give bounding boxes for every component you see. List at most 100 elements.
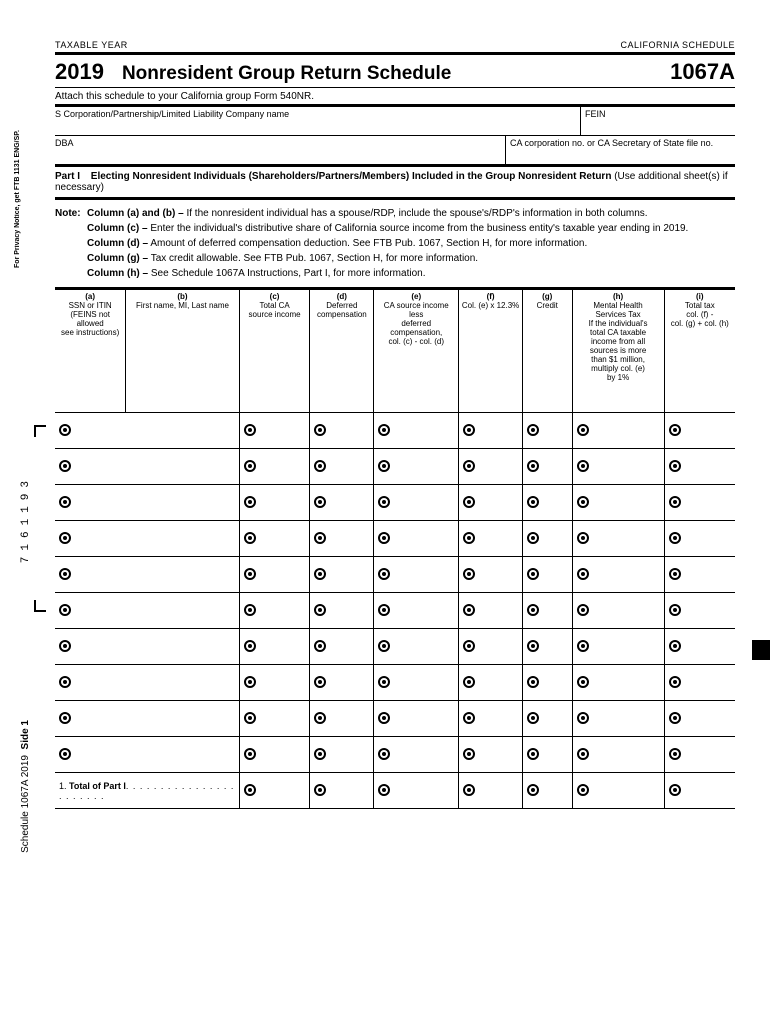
entry-cell[interactable] [459, 521, 523, 557]
bullet-icon [244, 784, 256, 796]
entry-cell[interactable] [55, 737, 239, 773]
entry-cell[interactable] [459, 665, 523, 701]
entry-cell[interactable] [239, 593, 310, 629]
entry-cell[interactable] [310, 485, 374, 521]
entry-cell[interactable] [310, 701, 374, 737]
entry-cell[interactable] [310, 737, 374, 773]
entry-cell[interactable] [664, 449, 735, 485]
entry-cell[interactable] [310, 449, 374, 485]
entry-cell[interactable] [522, 449, 572, 485]
entry-cell[interactable] [374, 593, 459, 629]
entry-cell[interactable] [572, 557, 664, 593]
entry-cell[interactable] [522, 485, 572, 521]
entry-cell[interactable] [572, 665, 664, 701]
form-title: Nonresident Group Return Schedule [122, 63, 670, 85]
entry-cell[interactable] [522, 413, 572, 449]
entry-cell[interactable] [572, 413, 664, 449]
entry-cell[interactable] [239, 701, 310, 737]
entry-cell[interactable] [572, 701, 664, 737]
entry-cell[interactable] [459, 557, 523, 593]
bullet-icon [577, 496, 589, 508]
entry-cell[interactable] [664, 701, 735, 737]
total-cell[interactable] [310, 773, 374, 809]
company-name-label: S Corporation/Partnership/Limited Liabil… [55, 107, 580, 135]
entry-cell[interactable] [664, 557, 735, 593]
table-row [55, 485, 735, 521]
entry-cell[interactable] [239, 737, 310, 773]
total-cell[interactable] [664, 773, 735, 809]
total-cell[interactable] [459, 773, 523, 809]
entry-cell[interactable] [664, 665, 735, 701]
entry-cell[interactable] [239, 665, 310, 701]
entry-cell[interactable] [239, 521, 310, 557]
entry-cell[interactable] [239, 449, 310, 485]
entry-cell[interactable] [459, 629, 523, 665]
entry-cell[interactable] [664, 413, 735, 449]
entry-cell[interactable] [55, 665, 239, 701]
entry-cell[interactable] [55, 593, 239, 629]
entry-cell[interactable] [310, 521, 374, 557]
entry-cell[interactable] [374, 413, 459, 449]
entry-cell[interactable] [459, 593, 523, 629]
total-cell[interactable] [374, 773, 459, 809]
entry-cell[interactable] [522, 593, 572, 629]
total-cell[interactable] [239, 773, 310, 809]
total-cell[interactable] [522, 773, 572, 809]
entry-cell[interactable] [55, 629, 239, 665]
entry-cell[interactable] [664, 629, 735, 665]
entry-cell[interactable] [572, 629, 664, 665]
col-b-header: (b)First name, MI, Last name [126, 290, 239, 413]
entry-cell[interactable] [55, 485, 239, 521]
entry-cell[interactable] [239, 413, 310, 449]
fein-label: FEIN [580, 107, 735, 135]
entry-cell[interactable] [572, 521, 664, 557]
entry-cell[interactable] [374, 449, 459, 485]
entry-cell[interactable] [374, 521, 459, 557]
entry-cell[interactable] [459, 485, 523, 521]
entry-cell[interactable] [55, 521, 239, 557]
table-row [55, 737, 735, 773]
entry-cell[interactable] [55, 701, 239, 737]
entry-cell[interactable] [239, 485, 310, 521]
total-cell[interactable] [572, 773, 664, 809]
entry-cell[interactable] [664, 521, 735, 557]
entry-cell[interactable] [572, 485, 664, 521]
entry-cell[interactable] [374, 665, 459, 701]
entry-cell[interactable] [310, 593, 374, 629]
entry-cell[interactable] [374, 701, 459, 737]
entry-cell[interactable] [239, 557, 310, 593]
col-f-header: (f)Col. (e) x 12.3% [459, 290, 523, 413]
entry-cell[interactable] [55, 449, 239, 485]
entry-cell[interactable] [459, 701, 523, 737]
entry-cell[interactable] [55, 557, 239, 593]
entry-cell[interactable] [664, 593, 735, 629]
entry-cell[interactable] [522, 701, 572, 737]
entry-cell[interactable] [572, 449, 664, 485]
entry-cell[interactable] [664, 737, 735, 773]
entry-cell[interactable] [522, 737, 572, 773]
entry-cell[interactable] [572, 593, 664, 629]
entry-cell[interactable] [664, 485, 735, 521]
bullet-icon [59, 712, 71, 724]
entry-cell[interactable] [522, 557, 572, 593]
entry-cell[interactable] [522, 521, 572, 557]
entry-cell[interactable] [55, 413, 239, 449]
part-title: Electing Nonresident Individuals (Shareh… [91, 171, 612, 182]
entry-cell[interactable] [459, 413, 523, 449]
entry-cell[interactable] [572, 737, 664, 773]
entry-cell[interactable] [374, 629, 459, 665]
entry-cell[interactable] [459, 449, 523, 485]
entry-cell[interactable] [310, 413, 374, 449]
entry-cell[interactable] [310, 557, 374, 593]
entry-cell[interactable] [522, 665, 572, 701]
entry-cell[interactable] [459, 737, 523, 773]
bullet-icon [577, 784, 589, 796]
entry-cell[interactable] [374, 737, 459, 773]
entry-cell[interactable] [522, 629, 572, 665]
entry-cell[interactable] [310, 665, 374, 701]
entry-cell[interactable] [239, 629, 310, 665]
entry-cell[interactable] [374, 557, 459, 593]
entry-cell[interactable] [374, 485, 459, 521]
entry-cell[interactable] [310, 629, 374, 665]
bullet-icon [59, 460, 71, 472]
